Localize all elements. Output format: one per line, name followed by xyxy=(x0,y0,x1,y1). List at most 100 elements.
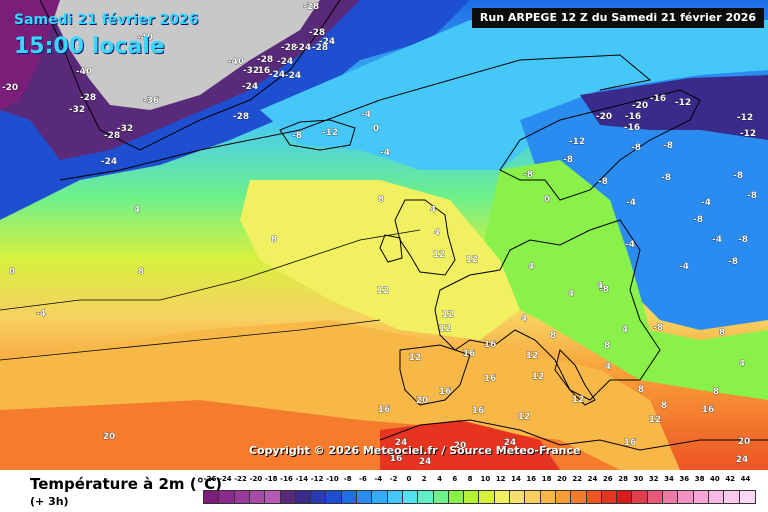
temperature-label: -28 xyxy=(312,43,328,53)
temperature-label: 0 xyxy=(373,124,379,134)
temperature-label: -20 xyxy=(596,112,612,122)
legend-tick-label: -2 xyxy=(389,475,398,483)
legend-tick-label: -10 xyxy=(326,475,339,483)
coastline-ireland xyxy=(379,234,403,263)
temperature-label: -20 xyxy=(632,101,648,111)
temperature-label: -24 xyxy=(269,70,285,80)
temperature-label: -40 xyxy=(137,33,153,43)
temperature-label: 20 xyxy=(416,396,429,406)
temperature-label: -12 xyxy=(737,113,753,123)
temperature-label: 4 xyxy=(528,262,534,272)
cold-zone-scandinavia xyxy=(520,70,768,330)
temperature-label: 8 xyxy=(271,235,277,245)
legend-tick-label: -8 xyxy=(343,475,352,483)
temperature-label: -28 xyxy=(281,43,297,53)
temperature-label: 4 xyxy=(605,362,611,372)
temperature-label: 24 xyxy=(736,455,749,465)
temperature-label: 16 xyxy=(472,406,485,416)
legend-tick-label: 30 xyxy=(633,475,644,483)
temperature-label: -4 xyxy=(380,148,390,158)
temperature-label: -12 xyxy=(740,129,756,139)
legend-tick-label: 8 xyxy=(467,475,473,483)
coastline-iberia xyxy=(399,344,471,406)
temperature-label: 16 xyxy=(390,454,403,464)
legend-tick-label: -6 xyxy=(359,475,367,483)
temperature-label: -28 xyxy=(309,28,325,38)
legend-color-bar xyxy=(203,490,763,504)
temperature-label: 4 xyxy=(622,325,628,335)
isotherm-0 xyxy=(59,54,652,181)
legend-tick-label: 26 xyxy=(602,475,613,483)
legend-tick-label: -14 xyxy=(295,475,309,483)
legend-tick-label: -12 xyxy=(310,475,324,483)
legend-tick-label: 34 xyxy=(664,475,674,483)
legend-tick-label: -18 xyxy=(264,475,278,483)
forecast-date: Samedi 21 février 2026 xyxy=(14,12,199,28)
temperature-label: -8 xyxy=(747,191,757,201)
temperature-label: -8 xyxy=(292,131,302,141)
temperature-label: 12 xyxy=(526,351,539,361)
legend-tick-label: 10 xyxy=(480,475,491,483)
legend-tick-label: 40 xyxy=(710,475,720,483)
temperature-label: -12 xyxy=(322,128,338,138)
frigid-zone-west xyxy=(0,0,60,110)
temperature-label: 20 xyxy=(738,437,751,447)
legend-tick-label: 4 xyxy=(437,475,442,483)
coastline-north-africa xyxy=(379,419,768,451)
temperature-label: -16 xyxy=(650,94,666,104)
temperature-label: 4 xyxy=(434,228,440,238)
cold-band-north-sea xyxy=(260,20,768,170)
temperature-label: 4 xyxy=(568,289,574,299)
coastline-scandinavia xyxy=(499,89,701,201)
legend-tick-label: 12 xyxy=(495,475,506,483)
temperature-label: -24 xyxy=(277,57,293,67)
temperature-label: -4 xyxy=(36,309,46,319)
temperature-label: -12 xyxy=(569,137,585,147)
hot-zone-north-africa xyxy=(380,420,560,470)
temperature-label: -28 xyxy=(303,2,319,12)
temperature-label: -8 xyxy=(599,285,609,295)
temperature-labels: -28-28-28-24 -28-24-24-24-28-16-24-32-40-… xyxy=(2,2,758,468)
temperature-label: 16 xyxy=(378,405,391,415)
temperature-label: 8 xyxy=(638,385,644,395)
temperature-label: 8 xyxy=(138,267,144,277)
coastline-iceland xyxy=(279,119,356,151)
temperature-label: 8 xyxy=(378,195,384,205)
temperature-label: -24 xyxy=(285,71,301,81)
temperature-label: 12 xyxy=(532,372,545,382)
temperature-label: -4 xyxy=(625,240,635,250)
temperature-label: 0 xyxy=(9,267,15,277)
temperature-label: -8 xyxy=(733,171,743,181)
legend-tick-label: -4 xyxy=(374,475,383,483)
temperature-label: 20 xyxy=(454,441,467,451)
legend-tick-label: -26 xyxy=(203,475,217,483)
temperature-label: -8 xyxy=(631,143,641,153)
legend-title: Température à 2m (°C) xyxy=(30,475,222,493)
temperature-label: -24 xyxy=(242,82,258,92)
temperature-label: -8 xyxy=(653,323,663,333)
temperature-label: 4 xyxy=(430,205,436,215)
legend-tick-label: 16 xyxy=(526,475,537,483)
temperature-label: -32 xyxy=(69,105,85,115)
temperature-label: -40 xyxy=(228,57,244,67)
legend-tick-label: -24 xyxy=(218,475,232,483)
temperature-label: -4 xyxy=(701,198,711,208)
temperature-label: -8 xyxy=(563,155,573,165)
temperature-label: -16 xyxy=(624,123,640,133)
temperature-label: 12 xyxy=(433,250,446,260)
greenland-ice-sheet xyxy=(50,0,320,110)
temperature-label: 20 xyxy=(103,432,116,442)
temperature-label: 24 xyxy=(504,438,517,448)
isotherm-16 xyxy=(0,319,381,361)
model-run-banner: Run ARPEGE 12 Z du Samedi 21 février 202… xyxy=(472,8,764,28)
legend-tick-label: 38 xyxy=(694,475,705,483)
isotherm-8 xyxy=(0,229,421,311)
copyright-notice: Copyright © 2026 Meteociel.fr / Source M… xyxy=(249,444,581,457)
coastline-western-europe xyxy=(434,219,661,401)
temperature-label: 24 xyxy=(419,457,432,467)
temperature-label: 12 xyxy=(442,310,455,320)
temperature-label: 8 xyxy=(713,387,719,397)
temperature-label: 16 xyxy=(484,340,497,350)
legend-tick-label: 6 xyxy=(452,475,458,483)
